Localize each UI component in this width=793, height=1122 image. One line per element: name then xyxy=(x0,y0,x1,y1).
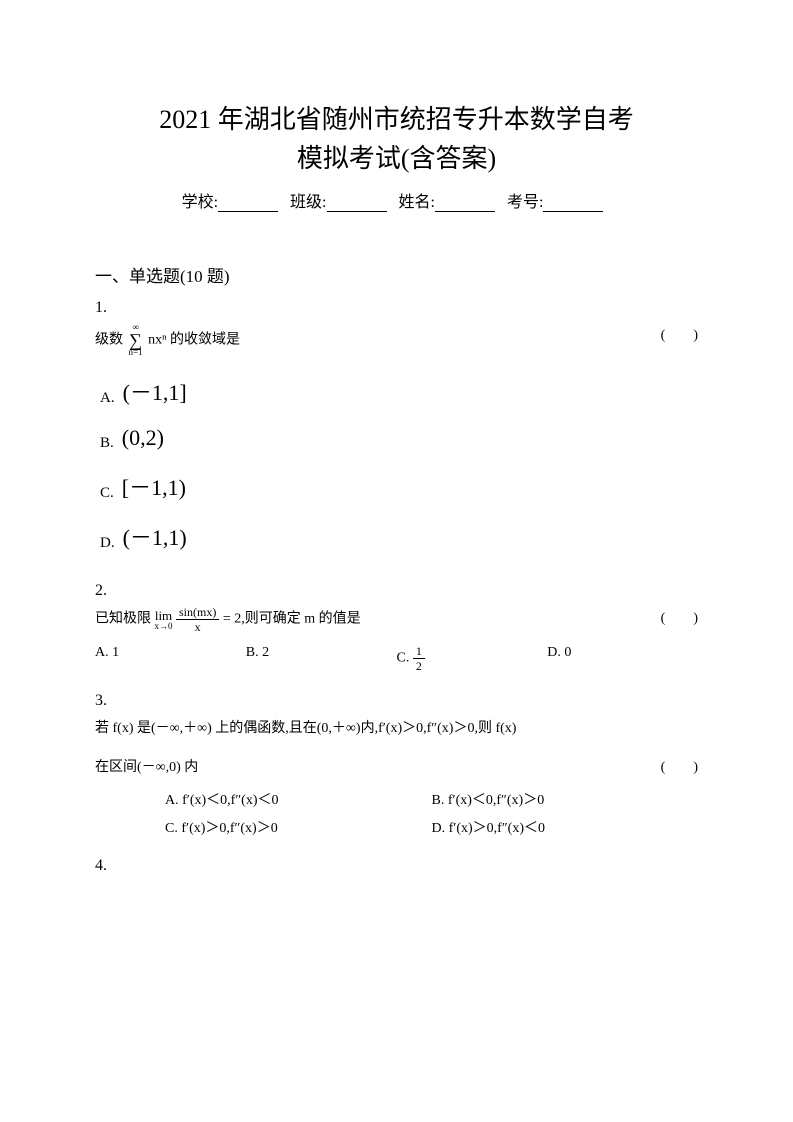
sigma-symbol: ∞ ∑ n=1 xyxy=(129,323,143,357)
q3-option-d: D. f′(x)＞0,f″(x)＜0 xyxy=(432,817,699,837)
q2-options: A. 1 B. 2 C. 12 D. 0 xyxy=(95,645,698,672)
sum-bot: n=1 xyxy=(129,348,143,357)
student-info-line: 学校: 班级: 姓名: 考号: xyxy=(95,188,698,212)
q4-number: 4. xyxy=(95,857,698,875)
title-line2: 模拟考试(含答案) xyxy=(95,139,698,178)
q3-options-row1: A. f′(x)＜0,f″(x)＜0 B. f′(x)＜0,f″(x)＞0 xyxy=(95,789,698,809)
section-1-heading: 一、单选题(10 题) xyxy=(95,262,698,287)
q2-option-b: B. 2 xyxy=(246,645,397,672)
q1-d-label: D. xyxy=(100,535,115,551)
q2-stem-pre: 已知极限 xyxy=(95,612,151,627)
limit-symbol: lim x→0 xyxy=(155,609,173,631)
q2-option-c: C. 12 xyxy=(397,645,548,672)
q3-number: 3. xyxy=(95,692,698,710)
q1-option-d: D. (－1,1) xyxy=(100,520,698,552)
q1-paren: ( ) xyxy=(661,323,698,348)
school-label: 学校: xyxy=(182,194,218,211)
q2-option-d: D. 0 xyxy=(547,645,698,672)
q1-stem: 级数 ∞ ∑ n=1 nxⁿ 的收敛域是 ( ) xyxy=(95,323,698,357)
q2-option-a: A. 1 xyxy=(95,645,246,672)
q2-number: 2. xyxy=(95,582,698,600)
q2-stem: 已知极限 lim x→0 sin(mx) x = 2,则可确定 m 的值是 ( … xyxy=(95,606,698,633)
q1-c-label: C. xyxy=(100,485,114,501)
q1-number: 1. xyxy=(95,299,698,317)
id-blank xyxy=(543,194,603,212)
q3-line2: 在区间(－∞,0) 内 ( ) xyxy=(95,755,698,780)
school-blank xyxy=(218,194,278,212)
q1-b-math: (0,2) xyxy=(122,425,164,450)
q1-c-math: [－1,1) xyxy=(122,475,186,500)
lim-top: lim xyxy=(155,609,173,622)
q3-option-a: A. f′(x)＜0,f″(x)＜0 xyxy=(165,789,432,809)
q2-c-label: C. xyxy=(397,651,413,666)
name-label: 姓名: xyxy=(399,194,435,211)
lim-bot: x→0 xyxy=(155,622,173,631)
q3-option-b: B. f′(x)＜0,f″(x)＞0 xyxy=(432,789,699,809)
q1-d-math: (－1,1) xyxy=(123,525,187,550)
exam-title: 2021 年湖北省随州市统招专升本数学自考 模拟考试(含答案) xyxy=(95,100,698,178)
q2-fraction: sin(mx) x xyxy=(176,606,219,633)
q1-b-label: B. xyxy=(100,435,114,451)
q3-option-c: C. f′(x)＞0,f″(x)＞0 xyxy=(165,817,432,837)
q2-frac-den: x xyxy=(176,620,219,633)
q2-c-den: 2 xyxy=(413,659,425,672)
id-label: 考号: xyxy=(507,194,543,211)
q1-option-a: A. (－1,1] xyxy=(100,375,698,407)
q2-paren: ( ) xyxy=(661,606,698,631)
q1-a-label: A. xyxy=(100,390,115,406)
q1-stem-pre: 级数 xyxy=(95,332,123,347)
class-blank xyxy=(327,194,387,212)
q3-line2-pre: 在区间(－∞,0) 内 xyxy=(95,760,198,775)
q1-option-c: C. [－1,1) xyxy=(100,470,698,502)
q2-stem-post: = 2,则可确定 m 的值是 xyxy=(223,612,361,627)
q3-paren: ( ) xyxy=(661,755,698,780)
class-label: 班级: xyxy=(290,194,326,211)
q3-line1: 若 f(x) 是(－∞,＋∞) 上的偶函数,且在(0,＋∞)内,f′(x)＞0,… xyxy=(95,716,698,741)
q2-c-num: 1 xyxy=(413,645,425,659)
q1-a-math: (－1,1] xyxy=(123,380,187,405)
q1-stem-mid: nxⁿ 的收敛域是 xyxy=(148,332,240,347)
name-blank xyxy=(435,194,495,212)
sigma-icon: ∑ xyxy=(129,332,143,348)
q2-c-fraction: 12 xyxy=(413,645,425,672)
q1-option-b: B. (0,2) xyxy=(100,425,698,452)
q3-options-row2: C. f′(x)＞0,f″(x)＞0 D. f′(x)＞0,f″(x)＜0 xyxy=(95,817,698,837)
title-line1: 2021 年湖北省随州市统招专升本数学自考 xyxy=(95,100,698,139)
q2-frac-num: sin(mx) xyxy=(176,606,219,620)
